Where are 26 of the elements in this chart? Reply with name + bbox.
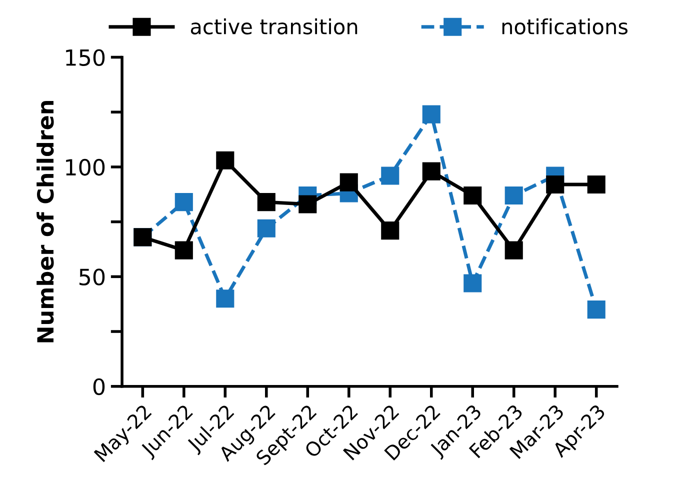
y-tick-label: 0: [93, 378, 105, 396]
point: [216, 290, 234, 308]
point: [381, 222, 400, 240]
point: [216, 151, 234, 170]
y-axis-title: Number of Children: [36, 101, 54, 342]
y-tick-label: 50: [80, 268, 105, 286]
legend-label: notifications: [502, 18, 628, 34]
point: [587, 300, 606, 319]
y-tick-label: 100: [66, 158, 105, 176]
point: [422, 162, 440, 180]
point: [587, 175, 606, 194]
y-tick-label: 150: [66, 49, 105, 66]
point: [546, 175, 564, 194]
point: [464, 274, 482, 292]
point: [174, 241, 193, 260]
point: [257, 219, 276, 238]
point: [504, 241, 523, 260]
point: [340, 173, 358, 192]
point: [381, 166, 400, 185]
point: [504, 186, 523, 205]
point: [298, 195, 317, 214]
point: [464, 186, 482, 205]
point: [422, 105, 440, 124]
legend-label: active transition: [190, 18, 358, 34]
point: [257, 193, 276, 212]
point: [174, 193, 193, 212]
